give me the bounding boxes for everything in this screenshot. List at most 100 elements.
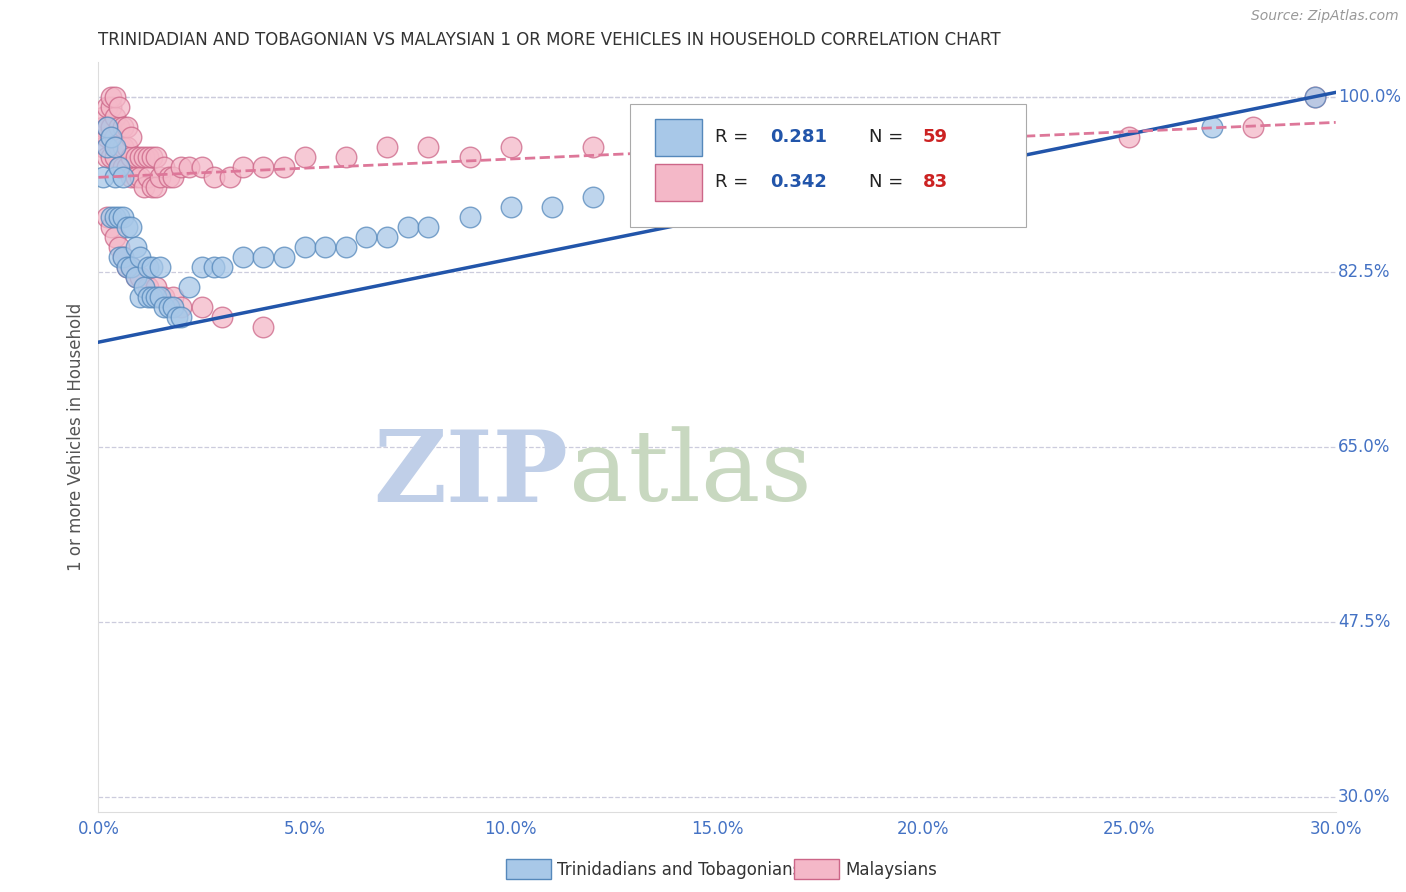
Point bbox=[136, 290, 159, 304]
Text: Source: ZipAtlas.com: Source: ZipAtlas.com bbox=[1251, 9, 1399, 23]
Point bbox=[252, 161, 274, 175]
Point bbox=[100, 90, 122, 104]
Point bbox=[912, 140, 935, 154]
Point bbox=[108, 140, 131, 154]
Point bbox=[1303, 90, 1326, 104]
Point bbox=[96, 120, 118, 135]
Point bbox=[294, 150, 316, 164]
Point bbox=[1201, 120, 1223, 135]
Point bbox=[104, 150, 127, 164]
Text: N =: N = bbox=[869, 128, 910, 146]
Point bbox=[124, 150, 146, 164]
Point bbox=[273, 161, 295, 175]
Point bbox=[232, 161, 254, 175]
Point bbox=[124, 240, 146, 254]
Point bbox=[541, 200, 564, 214]
Text: 82.5%: 82.5% bbox=[1339, 263, 1391, 281]
Point bbox=[112, 120, 135, 135]
Point bbox=[100, 220, 122, 235]
Point bbox=[170, 310, 193, 325]
Point bbox=[851, 161, 873, 175]
Point bbox=[104, 111, 127, 125]
Point bbox=[112, 211, 135, 225]
Point bbox=[100, 130, 122, 145]
Text: 47.5%: 47.5% bbox=[1339, 613, 1391, 631]
Point bbox=[100, 150, 122, 164]
Point bbox=[100, 100, 122, 114]
Point bbox=[132, 180, 155, 194]
Point bbox=[375, 230, 398, 244]
Point bbox=[104, 230, 127, 244]
Point bbox=[117, 161, 139, 175]
FancyBboxPatch shape bbox=[655, 119, 702, 156]
Point bbox=[145, 280, 167, 294]
Point bbox=[375, 140, 398, 154]
Point bbox=[120, 130, 142, 145]
Text: 0.342: 0.342 bbox=[770, 173, 827, 191]
Point bbox=[136, 170, 159, 185]
Point bbox=[100, 211, 122, 225]
Point bbox=[202, 170, 225, 185]
Point bbox=[162, 300, 184, 314]
Point bbox=[132, 150, 155, 164]
Point bbox=[1241, 120, 1264, 135]
Point bbox=[149, 170, 172, 185]
Point bbox=[124, 270, 146, 285]
Point bbox=[499, 140, 522, 154]
Point bbox=[149, 290, 172, 304]
Point bbox=[96, 120, 118, 135]
Point bbox=[120, 260, 142, 275]
Point bbox=[104, 130, 127, 145]
Point bbox=[665, 130, 688, 145]
Text: Trinidadians and Tobagonians: Trinidadians and Tobagonians bbox=[557, 861, 801, 879]
Point bbox=[136, 280, 159, 294]
Point bbox=[170, 161, 193, 175]
FancyBboxPatch shape bbox=[655, 163, 702, 201]
Point bbox=[120, 220, 142, 235]
Point bbox=[153, 161, 176, 175]
Point bbox=[91, 170, 114, 185]
Point bbox=[166, 310, 188, 325]
Text: ZIP: ZIP bbox=[374, 426, 568, 523]
Point bbox=[157, 300, 180, 314]
Point bbox=[294, 240, 316, 254]
Point bbox=[104, 140, 127, 154]
Text: atlas: atlas bbox=[568, 426, 811, 523]
Point bbox=[190, 260, 212, 275]
Point bbox=[100, 120, 122, 135]
Point bbox=[108, 100, 131, 114]
Point bbox=[458, 150, 481, 164]
Point bbox=[112, 140, 135, 154]
Point bbox=[141, 150, 163, 164]
Text: 65.0%: 65.0% bbox=[1339, 438, 1391, 456]
Point bbox=[100, 130, 122, 145]
Text: R =: R = bbox=[714, 128, 754, 146]
Point bbox=[108, 161, 131, 175]
Point bbox=[108, 250, 131, 264]
Point bbox=[104, 90, 127, 104]
Point bbox=[96, 150, 118, 164]
Text: R =: R = bbox=[714, 173, 754, 191]
Point bbox=[128, 270, 150, 285]
FancyBboxPatch shape bbox=[630, 103, 1026, 227]
Point bbox=[91, 140, 114, 154]
Point bbox=[108, 211, 131, 225]
Point bbox=[179, 280, 201, 294]
Point bbox=[112, 250, 135, 264]
Point bbox=[91, 120, 114, 135]
Point bbox=[120, 170, 142, 185]
Point bbox=[665, 190, 688, 204]
Text: 30.0%: 30.0% bbox=[1339, 788, 1391, 805]
Point bbox=[117, 260, 139, 275]
Point bbox=[104, 211, 127, 225]
Point bbox=[117, 260, 139, 275]
Point bbox=[108, 161, 131, 175]
Text: 59: 59 bbox=[922, 128, 948, 146]
Point bbox=[141, 180, 163, 194]
Point bbox=[162, 290, 184, 304]
Point bbox=[132, 280, 155, 294]
Point bbox=[124, 270, 146, 285]
Point bbox=[211, 310, 233, 325]
Point bbox=[136, 260, 159, 275]
Text: 83: 83 bbox=[922, 173, 948, 191]
